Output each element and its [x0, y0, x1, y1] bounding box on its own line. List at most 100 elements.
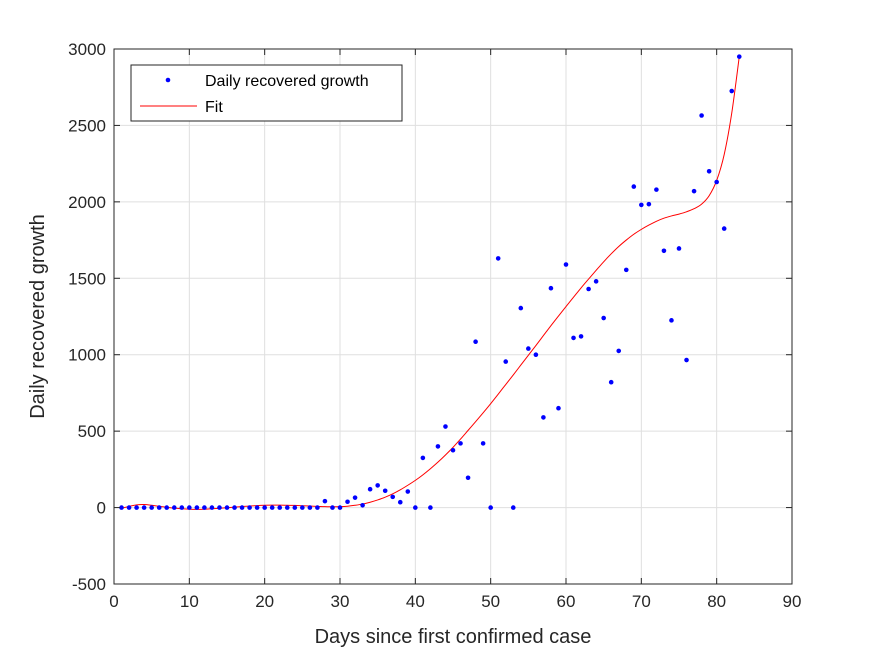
legend-label-fit: Fit: [205, 99, 223, 116]
data-point: [262, 505, 267, 510]
data-point: [639, 202, 644, 208]
data-point: [134, 505, 139, 510]
data-point: [480, 441, 486, 446]
data-point: [202, 505, 207, 510]
data-point: [194, 505, 200, 510]
x-tick-label: 80: [707, 592, 726, 611]
x-tick-label: 30: [331, 592, 350, 611]
data-point: [503, 359, 509, 364]
data-point: [510, 505, 516, 510]
data-point: [465, 475, 471, 481]
data-point: [676, 246, 682, 251]
data-point: [548, 285, 554, 291]
data-point: [277, 505, 283, 510]
data-point: [586, 286, 591, 292]
data-point: [608, 379, 614, 385]
x-tick-label: 70: [632, 592, 651, 611]
data-point: [661, 248, 667, 254]
data-point: [691, 188, 697, 194]
data-point: [352, 495, 358, 500]
data-point: [322, 498, 328, 504]
data-point: [684, 357, 689, 363]
y-tick-label: 1500: [68, 269, 106, 288]
data-point: [669, 318, 674, 323]
y-tick-label: 0: [97, 499, 106, 518]
y-axis-label: Daily recovered growth: [27, 214, 49, 419]
data-point: [217, 505, 222, 510]
x-axis-label: Days since first confirmed case: [315, 626, 592, 648]
data-point: [488, 505, 493, 510]
data-point: [405, 489, 411, 494]
data-point: [443, 424, 448, 429]
data-point: [239, 505, 245, 510]
ticks: [113, 48, 793, 585]
data-point: [518, 305, 524, 311]
data-point: [269, 505, 275, 510]
data-point: [360, 502, 365, 508]
data-point: [171, 505, 177, 510]
x-tick-label: 0: [109, 592, 118, 611]
data-point: [149, 505, 154, 510]
data-point: [375, 483, 380, 488]
data-point: [126, 505, 132, 510]
data-point: [119, 505, 124, 510]
data-point: [390, 494, 396, 500]
data-point: [736, 54, 742, 59]
data-point: [292, 505, 298, 510]
data-point: [179, 505, 185, 510]
data-point: [721, 226, 727, 231]
x-tick-label: 90: [783, 592, 802, 611]
data-point: [254, 505, 260, 510]
legend-label-points: Daily recovered growth: [205, 73, 369, 90]
data-point: [578, 334, 584, 339]
y-tick-label: 500: [78, 422, 106, 441]
data-point: [397, 499, 403, 505]
data-point: [307, 505, 313, 510]
data-point: [164, 505, 170, 510]
data-series-points: [119, 54, 742, 510]
data-point: [337, 505, 343, 510]
data-point: [526, 346, 531, 351]
data-point: [495, 256, 501, 261]
data-point: [435, 444, 441, 449]
data-point: [623, 267, 629, 273]
x-tick-labels: 0 10 20 30 40 50 60 70 80 90: [109, 592, 801, 611]
data-point: [330, 505, 335, 510]
legend-marker-points: [165, 77, 171, 83]
data-point: [300, 505, 305, 510]
data-point: [563, 262, 569, 267]
data-point: [631, 184, 637, 189]
data-point: [247, 505, 252, 510]
data-point: [450, 447, 456, 453]
data-point: [714, 179, 719, 185]
legend-box: [130, 64, 403, 122]
data-point: [729, 88, 735, 94]
data-point: [541, 415, 546, 420]
data-point: [458, 441, 463, 446]
data-point: [533, 352, 539, 358]
data-point: [556, 405, 561, 411]
y-tick-label: -500: [72, 575, 106, 594]
data-point: [646, 201, 652, 207]
x-tick-label: 60: [557, 592, 576, 611]
data-point: [706, 168, 712, 174]
data-point: [571, 335, 576, 341]
data-point: [232, 505, 237, 510]
legend: Daily recovered growth Fit: [130, 64, 403, 122]
y-tick-label: 2000: [68, 193, 106, 212]
data-point: [382, 488, 388, 494]
data-point: [473, 339, 478, 345]
data-point: [141, 505, 147, 510]
plot-area: [114, 49, 792, 584]
data-point: [601, 315, 606, 321]
data-point: [156, 505, 162, 510]
data-point: [699, 113, 704, 118]
y-tick-labels: -500 0 500 1000 1500 2000 2500 3000: [68, 40, 106, 594]
data-point: [428, 505, 433, 510]
x-tick-label: 50: [481, 592, 500, 611]
x-tick-label: 20: [255, 592, 274, 611]
data-point: [345, 499, 350, 505]
y-tick-label: 2500: [68, 116, 106, 135]
data-point: [420, 455, 426, 461]
